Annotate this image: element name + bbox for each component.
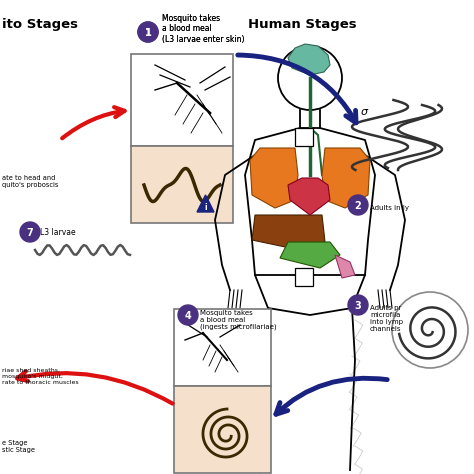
Text: e Stage
stic Stage: e Stage stic Stage: [2, 440, 35, 453]
Polygon shape: [322, 148, 370, 208]
Text: ate to head and
quito's proboscis: ate to head and quito's proboscis: [2, 175, 58, 188]
FancyBboxPatch shape: [131, 54, 233, 146]
Circle shape: [348, 195, 368, 215]
FancyBboxPatch shape: [295, 128, 313, 146]
Polygon shape: [250, 148, 298, 208]
Polygon shape: [280, 242, 340, 268]
Circle shape: [138, 22, 158, 42]
Text: $\mathit{\sigma}$: $\mathit{\sigma}$: [360, 107, 370, 117]
Text: L3 larvae: L3 larvae: [40, 228, 76, 237]
Text: 4: 4: [185, 311, 191, 321]
FancyBboxPatch shape: [131, 146, 233, 223]
Text: Adults pr
microfila
into lymp
channels: Adults pr microfila into lymp channels: [370, 305, 403, 332]
Text: 3: 3: [355, 301, 361, 311]
Circle shape: [138, 22, 158, 42]
Text: Adults in ly: Adults in ly: [370, 205, 412, 211]
Text: Mosquito takes
a blood meal
(L3 larvae enter skin): Mosquito takes a blood meal (L3 larvae e…: [162, 14, 245, 44]
Text: ito Stages: ito Stages: [2, 18, 78, 31]
Text: i: i: [204, 202, 207, 211]
Text: Mosquito takes
a blood meal
(ingests microfilariae): Mosquito takes a blood meal (ingests mic…: [200, 310, 277, 330]
Text: 1: 1: [145, 28, 151, 38]
Polygon shape: [335, 255, 355, 278]
Text: riae shed sheaths,
mosquito's midgut,
rate to thoracic muscles: riae shed sheaths, mosquito's midgut, ra…: [2, 368, 79, 384]
Polygon shape: [288, 178, 330, 215]
Circle shape: [178, 305, 198, 325]
FancyBboxPatch shape: [174, 386, 271, 473]
Polygon shape: [288, 44, 330, 75]
FancyBboxPatch shape: [295, 268, 313, 286]
Text: Mosquito takes
a blood meal
(L3 larvae enter skin): Mosquito takes a blood meal (L3 larvae e…: [162, 14, 245, 44]
Polygon shape: [252, 215, 325, 248]
FancyBboxPatch shape: [174, 309, 271, 386]
Text: Human Stages: Human Stages: [248, 18, 356, 31]
Polygon shape: [197, 195, 214, 212]
Text: 1: 1: [145, 28, 151, 38]
Text: 2: 2: [355, 201, 361, 211]
Circle shape: [348, 295, 368, 315]
Circle shape: [20, 222, 40, 242]
Text: 7: 7: [27, 228, 33, 238]
